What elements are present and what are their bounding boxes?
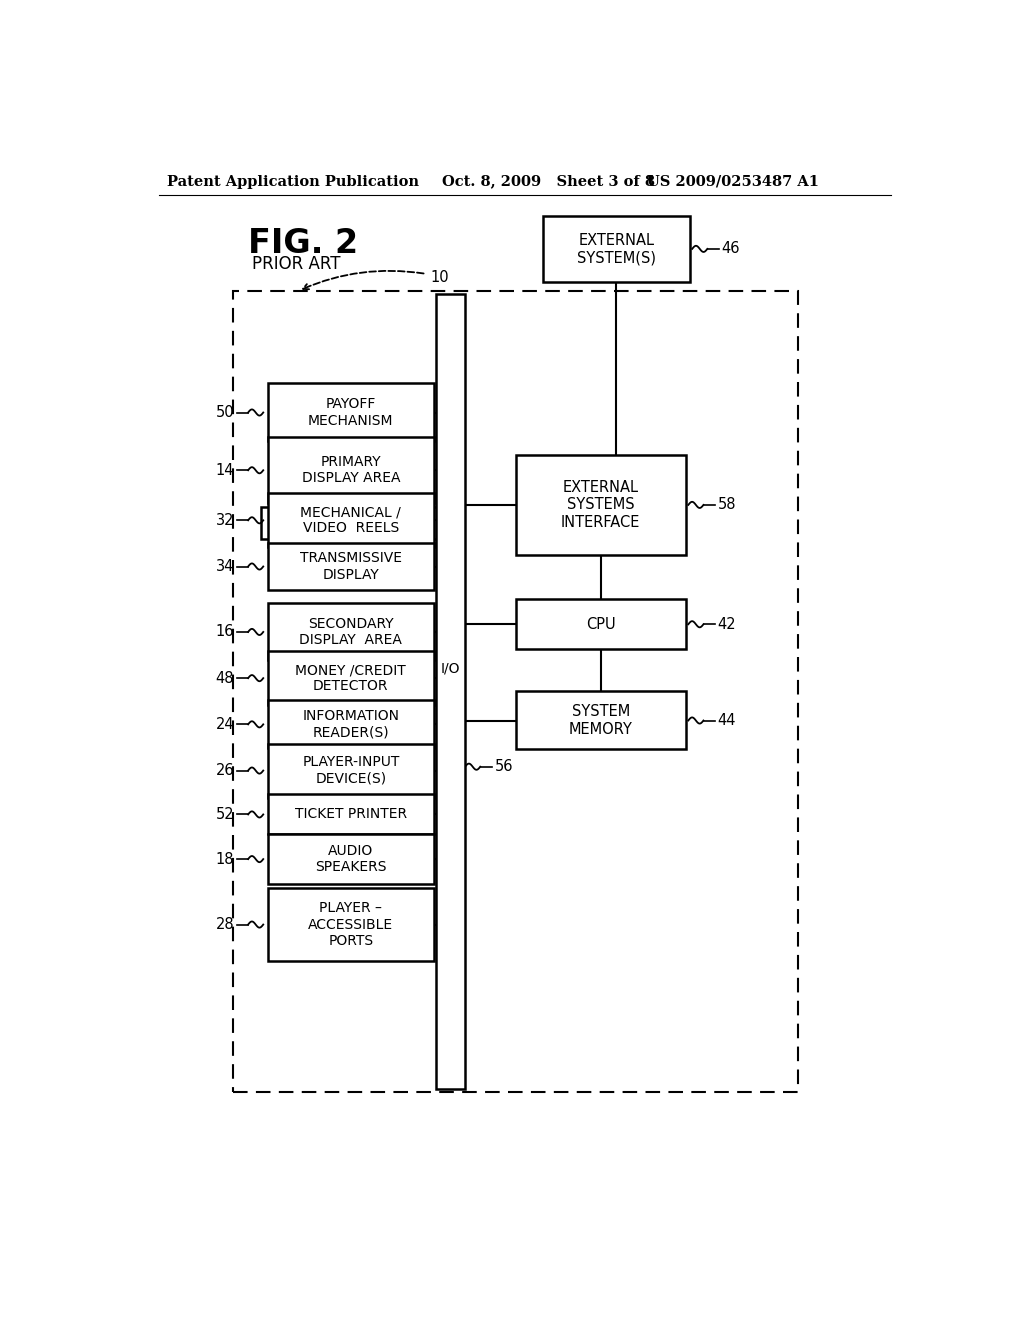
Bar [267,887,434,961]
Bar [267,795,434,834]
Text: 48: 48 [216,671,234,685]
Text: Oct. 8, 2009   Sheet 3 of 8: Oct. 8, 2009 Sheet 3 of 8 [442,174,655,189]
Text: 52: 52 [215,807,234,822]
Text: PLAYER –
ACCESSIBLE
PORTS: PLAYER – ACCESSIBLE PORTS [308,902,393,948]
Text: 50: 50 [215,405,234,420]
Text: SECONDARY
DISPLAY  AREA: SECONDARY DISPLAY AREA [299,616,402,647]
Text: FIG. 2: FIG. 2 [248,227,358,260]
Text: Patent Application Publication: Patent Application Publication [167,174,419,189]
Text: I/O: I/O [441,661,461,675]
Text: 16: 16 [216,624,234,639]
Bar [267,834,434,884]
Text: TRANSMISSIVE
DISPLAY: TRANSMISSIVE DISPLAY [300,552,401,582]
Bar [267,701,434,748]
Text: 42: 42 [718,616,736,632]
Text: EXTERNAL
SYSTEMS
INTERFACE: EXTERNAL SYSTEMS INTERFACE [561,480,640,529]
Text: PRIOR ART: PRIOR ART [252,255,341,273]
Text: EXTERNAL
SYSTEM(S): EXTERNAL SYSTEM(S) [577,232,655,265]
Text: 34: 34 [216,558,234,574]
Bar [267,743,434,797]
Text: 28: 28 [215,917,234,932]
Bar [267,437,434,503]
Text: MECHANICAL /
VIDEO  REELS: MECHANICAL / VIDEO REELS [300,506,401,536]
Text: INFORMATION
READER(S): INFORMATION READER(S) [302,709,399,739]
Bar [267,494,434,548]
Bar [267,383,434,441]
Bar [261,507,440,539]
Text: 24: 24 [215,717,234,731]
Bar [543,216,690,281]
Bar [267,651,434,705]
Text: 18: 18 [216,851,234,867]
Text: TICKET PRINTER: TICKET PRINTER [295,808,407,821]
Bar [267,603,434,660]
Text: 26: 26 [215,763,234,777]
Text: 10: 10 [430,271,449,285]
Bar [515,455,686,554]
Bar [436,294,465,1089]
Text: 56: 56 [495,759,513,775]
Text: PAYOFF
MECHANISM: PAYOFF MECHANISM [308,397,393,428]
Text: MONEY /CREDIT
DETECTOR: MONEY /CREDIT DETECTOR [296,663,407,693]
Text: 32: 32 [216,512,234,528]
Text: 58: 58 [718,498,736,512]
Text: 44: 44 [718,713,736,729]
Bar [267,544,434,590]
Text: PLAYER-INPUT
DEVICE(S): PLAYER-INPUT DEVICE(S) [302,755,399,785]
Text: AUDIO
SPEAKERS: AUDIO SPEAKERS [315,843,387,874]
Text: 46: 46 [722,242,740,256]
Text: CPU: CPU [586,616,615,632]
Bar [515,599,686,649]
Text: US 2009/0253487 A1: US 2009/0253487 A1 [647,174,819,189]
Bar [232,290,799,1092]
Text: PRIMARY
DISPLAY AREA: PRIMARY DISPLAY AREA [301,455,400,486]
Text: 14: 14 [216,463,234,478]
Text: SYSTEM
MEMORY: SYSTEM MEMORY [568,705,633,737]
Bar [515,692,686,748]
